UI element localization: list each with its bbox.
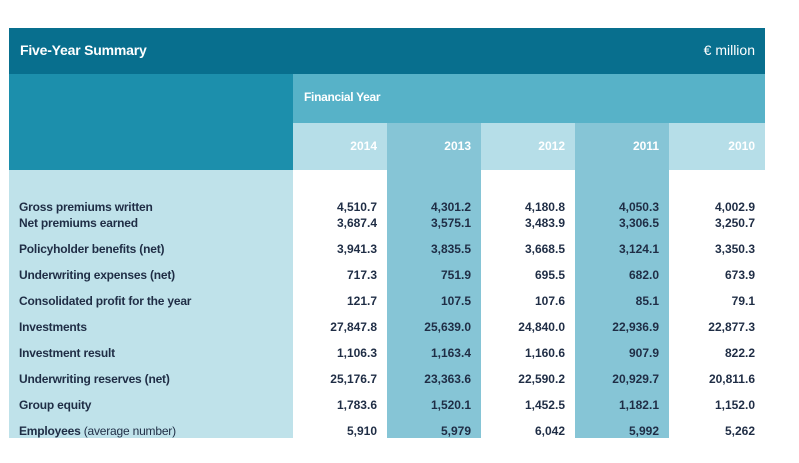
table-cell-2014: 1,106.3 — [336, 346, 377, 360]
row-label-text: Underwriting reserves (net) — [19, 372, 170, 386]
table-cell-2012: 107.6 — [534, 294, 565, 308]
table-cell-2011: 85.1 — [635, 294, 659, 308]
financial-year-band: Financial Year — [9, 74, 765, 123]
table-cell-2010: 3,250.7 — [714, 216, 755, 230]
table-cell-2010: 3,350.3 — [714, 242, 755, 256]
table-cell-2013: 751.9 — [440, 268, 471, 282]
row-label-text: Underwriting expenses (net) — [19, 268, 175, 282]
row-label-text: Employees — [19, 424, 81, 438]
table-cell-2010: 822.2 — [724, 346, 755, 360]
table-cell-2010: 22,877.3 — [708, 320, 755, 334]
table-cell-2012: 695.5 — [534, 268, 565, 282]
table-title: Five-Year Summary — [20, 42, 147, 58]
row-label: Gross premiums written — [19, 200, 153, 214]
table-cell-2013: 5,979 — [440, 424, 471, 438]
row-label-text: Net premiums earned — [19, 216, 138, 230]
table-cell-2012: 3,668.5 — [524, 242, 565, 256]
year-header-2014: 2014 — [293, 123, 387, 170]
row-label-text: Policyholder benefits (net) — [19, 242, 165, 256]
table-cell-2013: 4,301.2 — [430, 200, 471, 214]
table-cell-2013: 1,163.4 — [430, 346, 471, 360]
table-cell-2010: 20,811.6 — [708, 372, 755, 386]
table-cell-2014: 3,687.4 — [336, 216, 377, 230]
table-cell-2011: 1,182.1 — [618, 398, 659, 412]
table-cell-2011: 3,306.5 — [618, 216, 659, 230]
table-cell-2012: 1,452.5 — [524, 398, 565, 412]
table-cell-2011: 5,992 — [628, 424, 659, 438]
row-label: Investments — [19, 320, 87, 334]
year-header-2013: 2013 — [387, 123, 481, 170]
table-cell-2011: 4,050.3 — [618, 200, 659, 214]
row-label: Consolidated profit for the year — [19, 294, 191, 308]
column-background-2011 — [575, 170, 669, 438]
row-label-text: Group equity — [19, 398, 92, 412]
table-cell-2014: 4,510.7 — [336, 200, 377, 214]
table-cell-2010: 1,152.0 — [714, 398, 755, 412]
table-cell-2014: 25,176.7 — [330, 372, 377, 386]
row-label: Underwriting expenses (net) — [19, 268, 175, 282]
year-header-2011: 2011 — [575, 123, 669, 170]
row-label-suffix: (average number) — [80, 424, 176, 438]
table-cell-2012: 4,180.8 — [524, 200, 565, 214]
column-background-2014 — [293, 170, 387, 438]
year-header-band: 2014 2013 2012 2011 2010 — [9, 123, 765, 170]
table-cell-2010: 673.9 — [724, 268, 755, 282]
column-background-2013 — [387, 170, 481, 438]
row-label-text: Gross premiums written — [19, 200, 153, 214]
table-cell-2013: 23,363.6 — [424, 372, 471, 386]
row-label-text: Investments — [19, 320, 87, 334]
table-cell-2012: 3,483.9 — [524, 216, 565, 230]
table-title-band: Five-Year Summary € million — [9, 28, 765, 74]
table-cell-2013: 1,520.1 — [430, 398, 471, 412]
table-cell-2014: 3,941.3 — [336, 242, 377, 256]
table-cell-2013: 25,639.0 — [424, 320, 471, 334]
table-cell-2011: 3,124.1 — [618, 242, 659, 256]
table-cell-2012: 6,042 — [534, 424, 565, 438]
row-label: Group equity — [19, 398, 91, 412]
table-cell-2014: 27,847.8 — [330, 320, 377, 334]
table-cell-2011: 22,936.9 — [612, 320, 659, 334]
table-cell-2011: 907.9 — [628, 346, 659, 360]
row-label: Underwriting reserves (net) — [19, 372, 170, 386]
row-label-text: Investment result — [19, 346, 115, 360]
row-label: Policyholder benefits (net) — [19, 242, 164, 256]
table-cell-2011: 682.0 — [628, 268, 659, 282]
table-cell-2012: 24,840.0 — [518, 320, 565, 334]
table-cell-2014: 1,783.6 — [336, 398, 377, 412]
table-cell-2011: 20,929.7 — [612, 372, 659, 386]
table-cell-2010: 4,002.9 — [714, 200, 755, 214]
financial-year-label: Financial Year — [304, 90, 381, 104]
row-label: Investment result — [19, 346, 115, 360]
year-header-2012: 2012 — [481, 123, 575, 170]
table-cell-2010: 5,262 — [724, 424, 755, 438]
column-background-2012 — [481, 170, 575, 438]
row-label: Employees (average number) — [19, 424, 176, 438]
table-cell-2013: 3,575.1 — [430, 216, 471, 230]
table-body: Gross premiums written 4,510.7 4,301.2 4,18… — [9, 170, 765, 438]
table-unit: € million — [703, 42, 755, 58]
financial-year-cell: Financial Year — [293, 74, 765, 123]
five-year-summary-table: Five-Year Summary € million Financial Ye… — [9, 28, 765, 438]
table-cell-2014: 717.3 — [346, 268, 377, 282]
table-cell-2013: 3,835.5 — [430, 242, 471, 256]
table-cell-2014: 121.7 — [346, 294, 377, 308]
row-label: Net premiums earned — [19, 216, 138, 230]
table-cell-2013: 107.5 — [440, 294, 471, 308]
year-header-2010: 2010 — [669, 123, 765, 170]
column-background-2010 — [669, 170, 765, 438]
table-cell-2012: 22,590.2 — [518, 372, 565, 386]
table-cell-2012: 1,160.6 — [524, 346, 565, 360]
row-label-text: Consolidated profit for the year — [19, 294, 192, 308]
table-cell-2014: 5,910 — [346, 424, 377, 438]
table-cell-2010: 79.1 — [731, 294, 755, 308]
